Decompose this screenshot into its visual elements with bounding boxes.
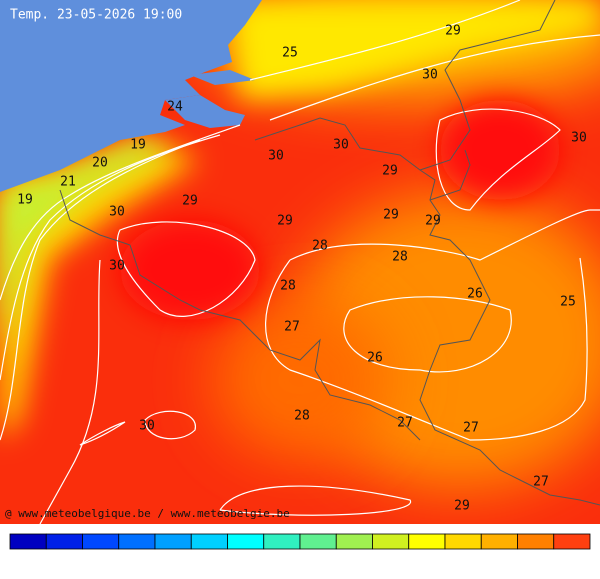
contour-label: 27 bbox=[533, 475, 549, 490]
contour-label: 27 bbox=[397, 416, 413, 431]
contour-label: 25 bbox=[282, 46, 298, 61]
contour-label: 19 bbox=[17, 193, 33, 208]
colorbar-swatch bbox=[517, 533, 555, 550]
credit: @ www.meteobelgique.be / www.meteobelgie… bbox=[5, 507, 290, 520]
contour-label: 30 bbox=[139, 419, 155, 434]
contour-label: 21 bbox=[60, 175, 76, 190]
colorbar-swatch bbox=[82, 533, 120, 550]
field-yellow bbox=[230, 0, 600, 100]
title: Temp. 23-05-2026 19:00 bbox=[10, 8, 182, 23]
estuary bbox=[165, 70, 255, 128]
contour-label: 30 bbox=[571, 131, 587, 146]
contour-label: 30 bbox=[268, 149, 284, 164]
colorbar-swatch bbox=[299, 533, 337, 550]
contour-label: 28 bbox=[312, 239, 328, 254]
colorbar-swatch bbox=[408, 533, 446, 550]
colorbar-swatch bbox=[45, 533, 83, 550]
borders bbox=[59, 0, 600, 506]
contour-label: 28 bbox=[294, 409, 310, 424]
colorbar-swatch bbox=[263, 533, 301, 550]
isotherms bbox=[0, 0, 600, 524]
contour-label: 29 bbox=[454, 499, 470, 514]
contour-label: 28 bbox=[280, 279, 296, 294]
contour-label: 30 bbox=[333, 138, 349, 153]
colorbar bbox=[9, 533, 591, 550]
sea bbox=[0, 0, 262, 192]
contour-label: 26 bbox=[367, 351, 383, 366]
colorbar-swatch bbox=[227, 533, 265, 550]
colorbar-swatch bbox=[335, 533, 373, 550]
colorbar-swatch bbox=[372, 533, 410, 550]
contour-label: 29 bbox=[277, 214, 293, 229]
contour-label: 29 bbox=[182, 194, 198, 209]
contour-label: 29 bbox=[382, 164, 398, 179]
contour-label: 26 bbox=[467, 287, 483, 302]
contour-label: 24 bbox=[167, 100, 183, 115]
contour-labels: 25 29 30 24 19 20 21 19 30 30 30 29 29 30 29 29 29 28 28 30… bbox=[17, 24, 587, 514]
contour-label: 28 bbox=[392, 250, 408, 265]
contour-label: 19 bbox=[130, 138, 146, 153]
colorbar-swatch bbox=[480, 533, 518, 550]
contour-label: 20 bbox=[92, 156, 108, 171]
colorbar-swatch bbox=[553, 533, 591, 550]
colorbar-swatch bbox=[444, 533, 482, 550]
contour-label: 25 bbox=[560, 295, 576, 310]
contour-label: 29 bbox=[425, 214, 441, 229]
field-red bbox=[120, 220, 260, 320]
contour-label: 30 bbox=[109, 205, 125, 220]
contour-label: 27 bbox=[284, 320, 300, 335]
colorbar-swatch bbox=[9, 533, 47, 550]
temperature-field bbox=[0, 0, 600, 524]
colorbar-swatch bbox=[190, 533, 228, 550]
contour-label: 29 bbox=[383, 208, 399, 223]
colorbar-swatch bbox=[154, 533, 192, 550]
field-red bbox=[440, 100, 560, 200]
field-orange bbox=[210, 300, 390, 460]
contour-label: 30 bbox=[422, 68, 438, 83]
colorbar-swatch bbox=[118, 533, 156, 550]
contour-label: 29 bbox=[445, 24, 461, 39]
field-green bbox=[0, 140, 170, 360]
contour-label: 30 bbox=[109, 259, 125, 274]
contour-label: 27 bbox=[463, 421, 479, 436]
